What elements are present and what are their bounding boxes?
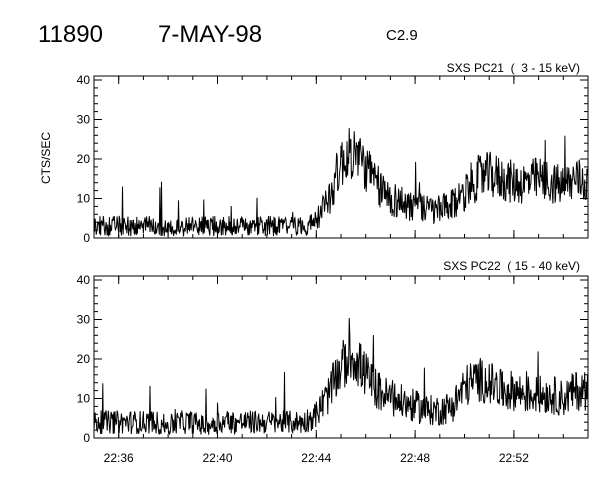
panel-title: SXS PC22 ( 15 - 40 keV) bbox=[443, 259, 580, 273]
x-ticks bbox=[93, 276, 589, 438]
x-ticks bbox=[93, 76, 589, 238]
flare-class: C2.9 bbox=[386, 27, 418, 44]
y-tick-label: 0 bbox=[83, 231, 90, 245]
y-axis-label: CTS/SEC bbox=[39, 132, 53, 184]
y-tick-label: 20 bbox=[77, 352, 91, 366]
y-tick-label: 30 bbox=[77, 313, 91, 327]
x-tick-labels: 22:36 22:40 22:44 22:48 22:52 bbox=[104, 451, 530, 465]
y-ticks: 0 10 20 30 40 bbox=[77, 273, 588, 445]
event-date: 7-MAY-98 bbox=[158, 21, 262, 48]
y-tick-label: 40 bbox=[77, 73, 91, 87]
panel-title: SXS PC21 ( 3 - 15 keV) bbox=[447, 61, 580, 75]
x-tick-label: 22:40 bbox=[202, 451, 232, 465]
y-tick-label: 0 bbox=[83, 431, 90, 445]
series-line bbox=[93, 128, 589, 237]
x-tick-label: 22:52 bbox=[499, 451, 529, 465]
x-tick-label: 22:44 bbox=[301, 451, 331, 465]
series-line bbox=[93, 317, 589, 436]
y-tick-label: 10 bbox=[77, 192, 91, 206]
y-tick-label: 20 bbox=[77, 152, 91, 166]
x-tick-label: 22:48 bbox=[400, 451, 430, 465]
panel-pc21: SXS PC21 ( 3 - 15 keV) CTS/SEC 0 10 20 30 40 bbox=[39, 61, 589, 245]
x-tick-label: 22:36 bbox=[104, 451, 134, 465]
y-tick-label: 30 bbox=[77, 113, 91, 127]
plot-frame bbox=[93, 275, 589, 439]
y-tick-label: 40 bbox=[77, 273, 91, 287]
event-id: 11890 bbox=[38, 21, 103, 48]
y-tick-label: 10 bbox=[77, 392, 91, 406]
